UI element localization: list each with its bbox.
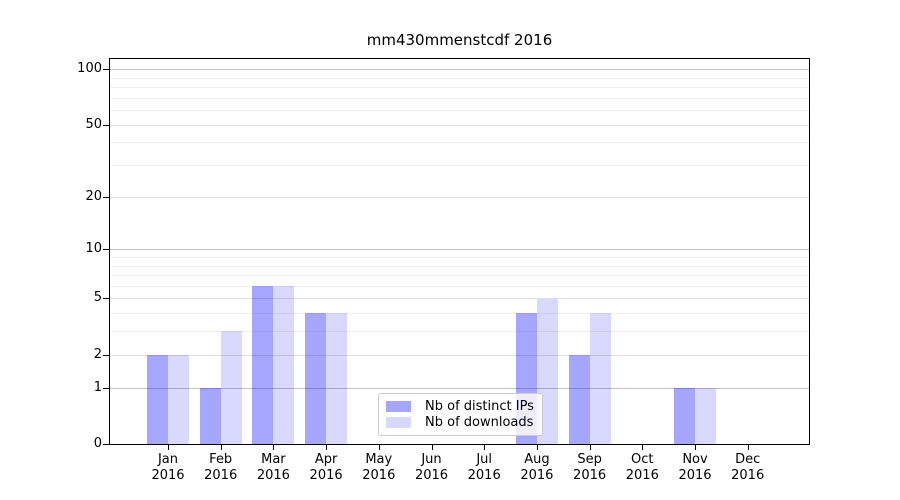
legend-item-distinct-ips: Nb of distinct IPs: [386, 399, 534, 414]
x-tick-label-oct: Oct 2016: [625, 452, 659, 483]
gridline-20: [110, 196, 809, 198]
y-tick-label-1: 1: [93, 379, 102, 395]
gridline-major-10: [110, 249, 809, 251]
gridline-50: [110, 124, 809, 126]
legend-label-distinct-ips: Nb of distinct IPs: [425, 399, 534, 414]
y-tick-5: [103, 298, 109, 300]
bar-downloads-jan: [168, 354, 189, 444]
gridline-minor-60: [110, 110, 809, 112]
y-tick-10: [103, 249, 109, 251]
bar-distinct-ips-mar: [252, 285, 274, 444]
y-tick-label-100: 100: [77, 61, 102, 77]
bar-downloads-feb: [220, 331, 242, 444]
gridline-minor-40: [110, 142, 809, 144]
legend-swatch-downloads: [386, 417, 411, 428]
x-tick-mar: [273, 445, 275, 450]
gridline-minor-90: [110, 77, 809, 79]
bar-distinct-ips-sep: [568, 354, 590, 444]
gridline-minor-70: [110, 97, 809, 99]
y-tick-label-50: 50: [85, 116, 102, 132]
gridline-minor-6: [110, 285, 809, 287]
gridline-2: [110, 354, 809, 356]
x-tick-sep: [589, 445, 591, 450]
x-tick-jul: [484, 445, 486, 450]
bar-distinct-ips-apr: [305, 313, 327, 444]
x-tick-dec: [747, 445, 749, 450]
gridline-minor-30: [110, 165, 809, 167]
x-tick-oct: [642, 445, 644, 450]
bar-distinct-ips-nov: [674, 387, 695, 444]
y-tick-label-10: 10: [85, 241, 102, 257]
bar-downloads-nov: [695, 387, 716, 444]
x-tick-feb: [220, 445, 222, 450]
x-tick-may: [378, 445, 380, 450]
y-tick-100: [103, 69, 109, 71]
y-tick-50: [103, 124, 109, 126]
y-tick-20: [103, 196, 109, 198]
y-tick-label-2: 2: [93, 346, 102, 362]
y-tick-label-5: 5: [93, 290, 102, 306]
gridline-minor-9: [110, 257, 809, 258]
gridline-major-1: [110, 387, 809, 389]
x-tick-label-mar: Mar 2016: [256, 452, 290, 483]
chart-title: mm430mmenstcdf 2016: [366, 31, 553, 49]
x-tick-label-feb: Feb 2016: [204, 452, 238, 483]
legend-swatch-distinct-ips: [386, 401, 411, 412]
x-tick-jan: [168, 445, 169, 450]
x-tick-aug: [536, 445, 538, 450]
x-tick-label-aug: Aug 2016: [520, 452, 554, 483]
gridline-minor-8: [110, 265, 809, 267]
x-tick-label-apr: Apr 2016: [309, 452, 343, 483]
x-tick-label-sep: Sep 2016: [573, 452, 607, 483]
x-tick-label-jan: Jan 2016: [151, 452, 185, 483]
y-tick-label-20: 20: [85, 188, 102, 204]
bar-distinct-ips-jan: [147, 354, 168, 444]
legend-item-downloads: Nb of downloads: [386, 415, 534, 430]
gridline-major-100: [110, 69, 809, 71]
bar-downloads-sep: [589, 313, 611, 444]
bar-downloads-apr: [326, 313, 348, 444]
y-tick-label-0: 0: [93, 436, 102, 451]
x-tick-label-jul: Jul 2016: [467, 452, 501, 483]
gridline-minor-80: [110, 87, 809, 89]
y-tick-2: [103, 354, 109, 356]
bar-distinct-ips-feb: [199, 387, 221, 444]
x-tick-jun: [431, 445, 433, 450]
gridline-minor-7: [110, 275, 809, 277]
gridline-minor-4: [110, 313, 809, 315]
plot-area: Nb of distinct IPs Nb of downloads: [109, 58, 810, 445]
x-tick-label-dec: Dec 2016: [731, 452, 765, 483]
legend: Nb of distinct IPs Nb of downloads: [378, 393, 543, 436]
bar-downloads-mar: [273, 285, 295, 444]
x-tick-nov: [695, 445, 696, 450]
gridline-5: [110, 298, 809, 300]
x-tick-label-jun: Jun 2016: [414, 452, 449, 483]
x-tick-label-may: May 2016: [362, 452, 396, 483]
y-tick-1: [103, 387, 109, 389]
x-tick-apr: [326, 445, 328, 450]
legend-label-downloads: Nb of downloads: [425, 415, 534, 430]
gridline-minor-3: [110, 331, 809, 333]
y-tick-0: [103, 444, 109, 445]
x-tick-label-nov: Nov 2016: [678, 452, 712, 483]
